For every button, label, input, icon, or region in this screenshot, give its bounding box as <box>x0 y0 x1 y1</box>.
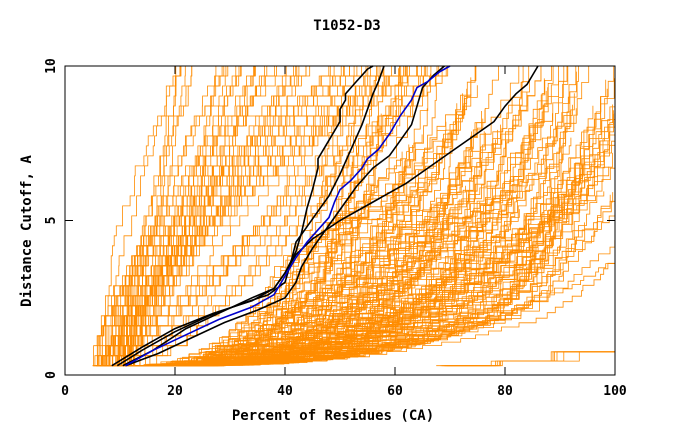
background-model-line <box>436 340 616 367</box>
x-tick-label: 80 <box>497 384 513 399</box>
background-model-line <box>111 234 453 367</box>
background-model-line <box>133 134 423 367</box>
x-axis-label: Percent of Residues (CA) <box>232 408 434 424</box>
background-model-line <box>141 66 615 367</box>
background-model-line <box>139 66 565 367</box>
x-tick-label: 20 <box>167 384 183 399</box>
x-tick-label: 60 <box>387 384 403 399</box>
background-model-line <box>116 174 498 367</box>
background-model-line <box>125 66 579 367</box>
background-model-line <box>128 66 559 367</box>
background-model-line <box>126 107 616 367</box>
background-model-line <box>128 208 433 367</box>
background-model-line <box>102 66 217 366</box>
background-model-line <box>115 124 501 367</box>
highlight-line-blue <box>125 65 451 367</box>
background-model-line <box>129 66 404 367</box>
background-model-line <box>105 110 397 367</box>
background-model-line <box>106 66 287 367</box>
y-axis-label: Distance Cutoff, A <box>19 155 35 307</box>
background-model-line <box>144 66 402 367</box>
background-model-line <box>120 66 476 367</box>
x-tick-label: 100 <box>603 384 627 399</box>
background-model-line <box>447 337 616 367</box>
y-tick-label: 5 <box>44 217 59 225</box>
background-model-line <box>116 118 484 367</box>
highlight-line-black <box>111 65 539 367</box>
background-model-line <box>141 75 424 367</box>
background-model-lines <box>92 66 616 367</box>
background-model-line <box>93 66 425 367</box>
background-model-line <box>110 104 573 367</box>
x-tick-label: 0 <box>61 384 69 399</box>
background-model-line <box>129 66 265 367</box>
y-tick-label: 0 <box>44 371 59 379</box>
background-model-line <box>124 114 517 367</box>
background-model-line <box>121 192 614 367</box>
background-model-line <box>115 66 182 367</box>
background-model-line <box>134 137 572 367</box>
x-axis-ticks: 0 20 40 60 80 100 <box>61 66 627 399</box>
background-model-line <box>104 68 399 367</box>
chart-title: T1052-D3 <box>313 18 380 34</box>
y-axis-ticks: 0 5 10 <box>44 58 615 379</box>
background-model-line <box>105 145 413 367</box>
highlight-model-lines <box>111 65 539 367</box>
highlight-line-black <box>116 65 385 367</box>
background-model-line <box>105 166 610 367</box>
background-model-line <box>141 66 568 367</box>
background-model-line <box>110 157 446 367</box>
background-model-line <box>133 111 601 367</box>
background-model-line <box>128 66 229 367</box>
background-model-line <box>116 194 611 367</box>
highlight-line-black <box>125 65 446 367</box>
background-model-line <box>104 66 223 367</box>
background-model-line <box>144 91 528 367</box>
background-model-line <box>145 129 616 367</box>
background-model-line <box>137 125 616 367</box>
background-model-line <box>125 66 275 366</box>
background-model-line <box>121 71 577 367</box>
highlight-line-black <box>122 65 374 367</box>
background-model-line <box>112 259 616 367</box>
background-model-line <box>103 184 375 367</box>
x-tick-label: 40 <box>277 384 293 399</box>
y-tick-label: 10 <box>44 58 59 74</box>
background-model-line <box>102 66 181 366</box>
background-model-line <box>110 151 403 367</box>
